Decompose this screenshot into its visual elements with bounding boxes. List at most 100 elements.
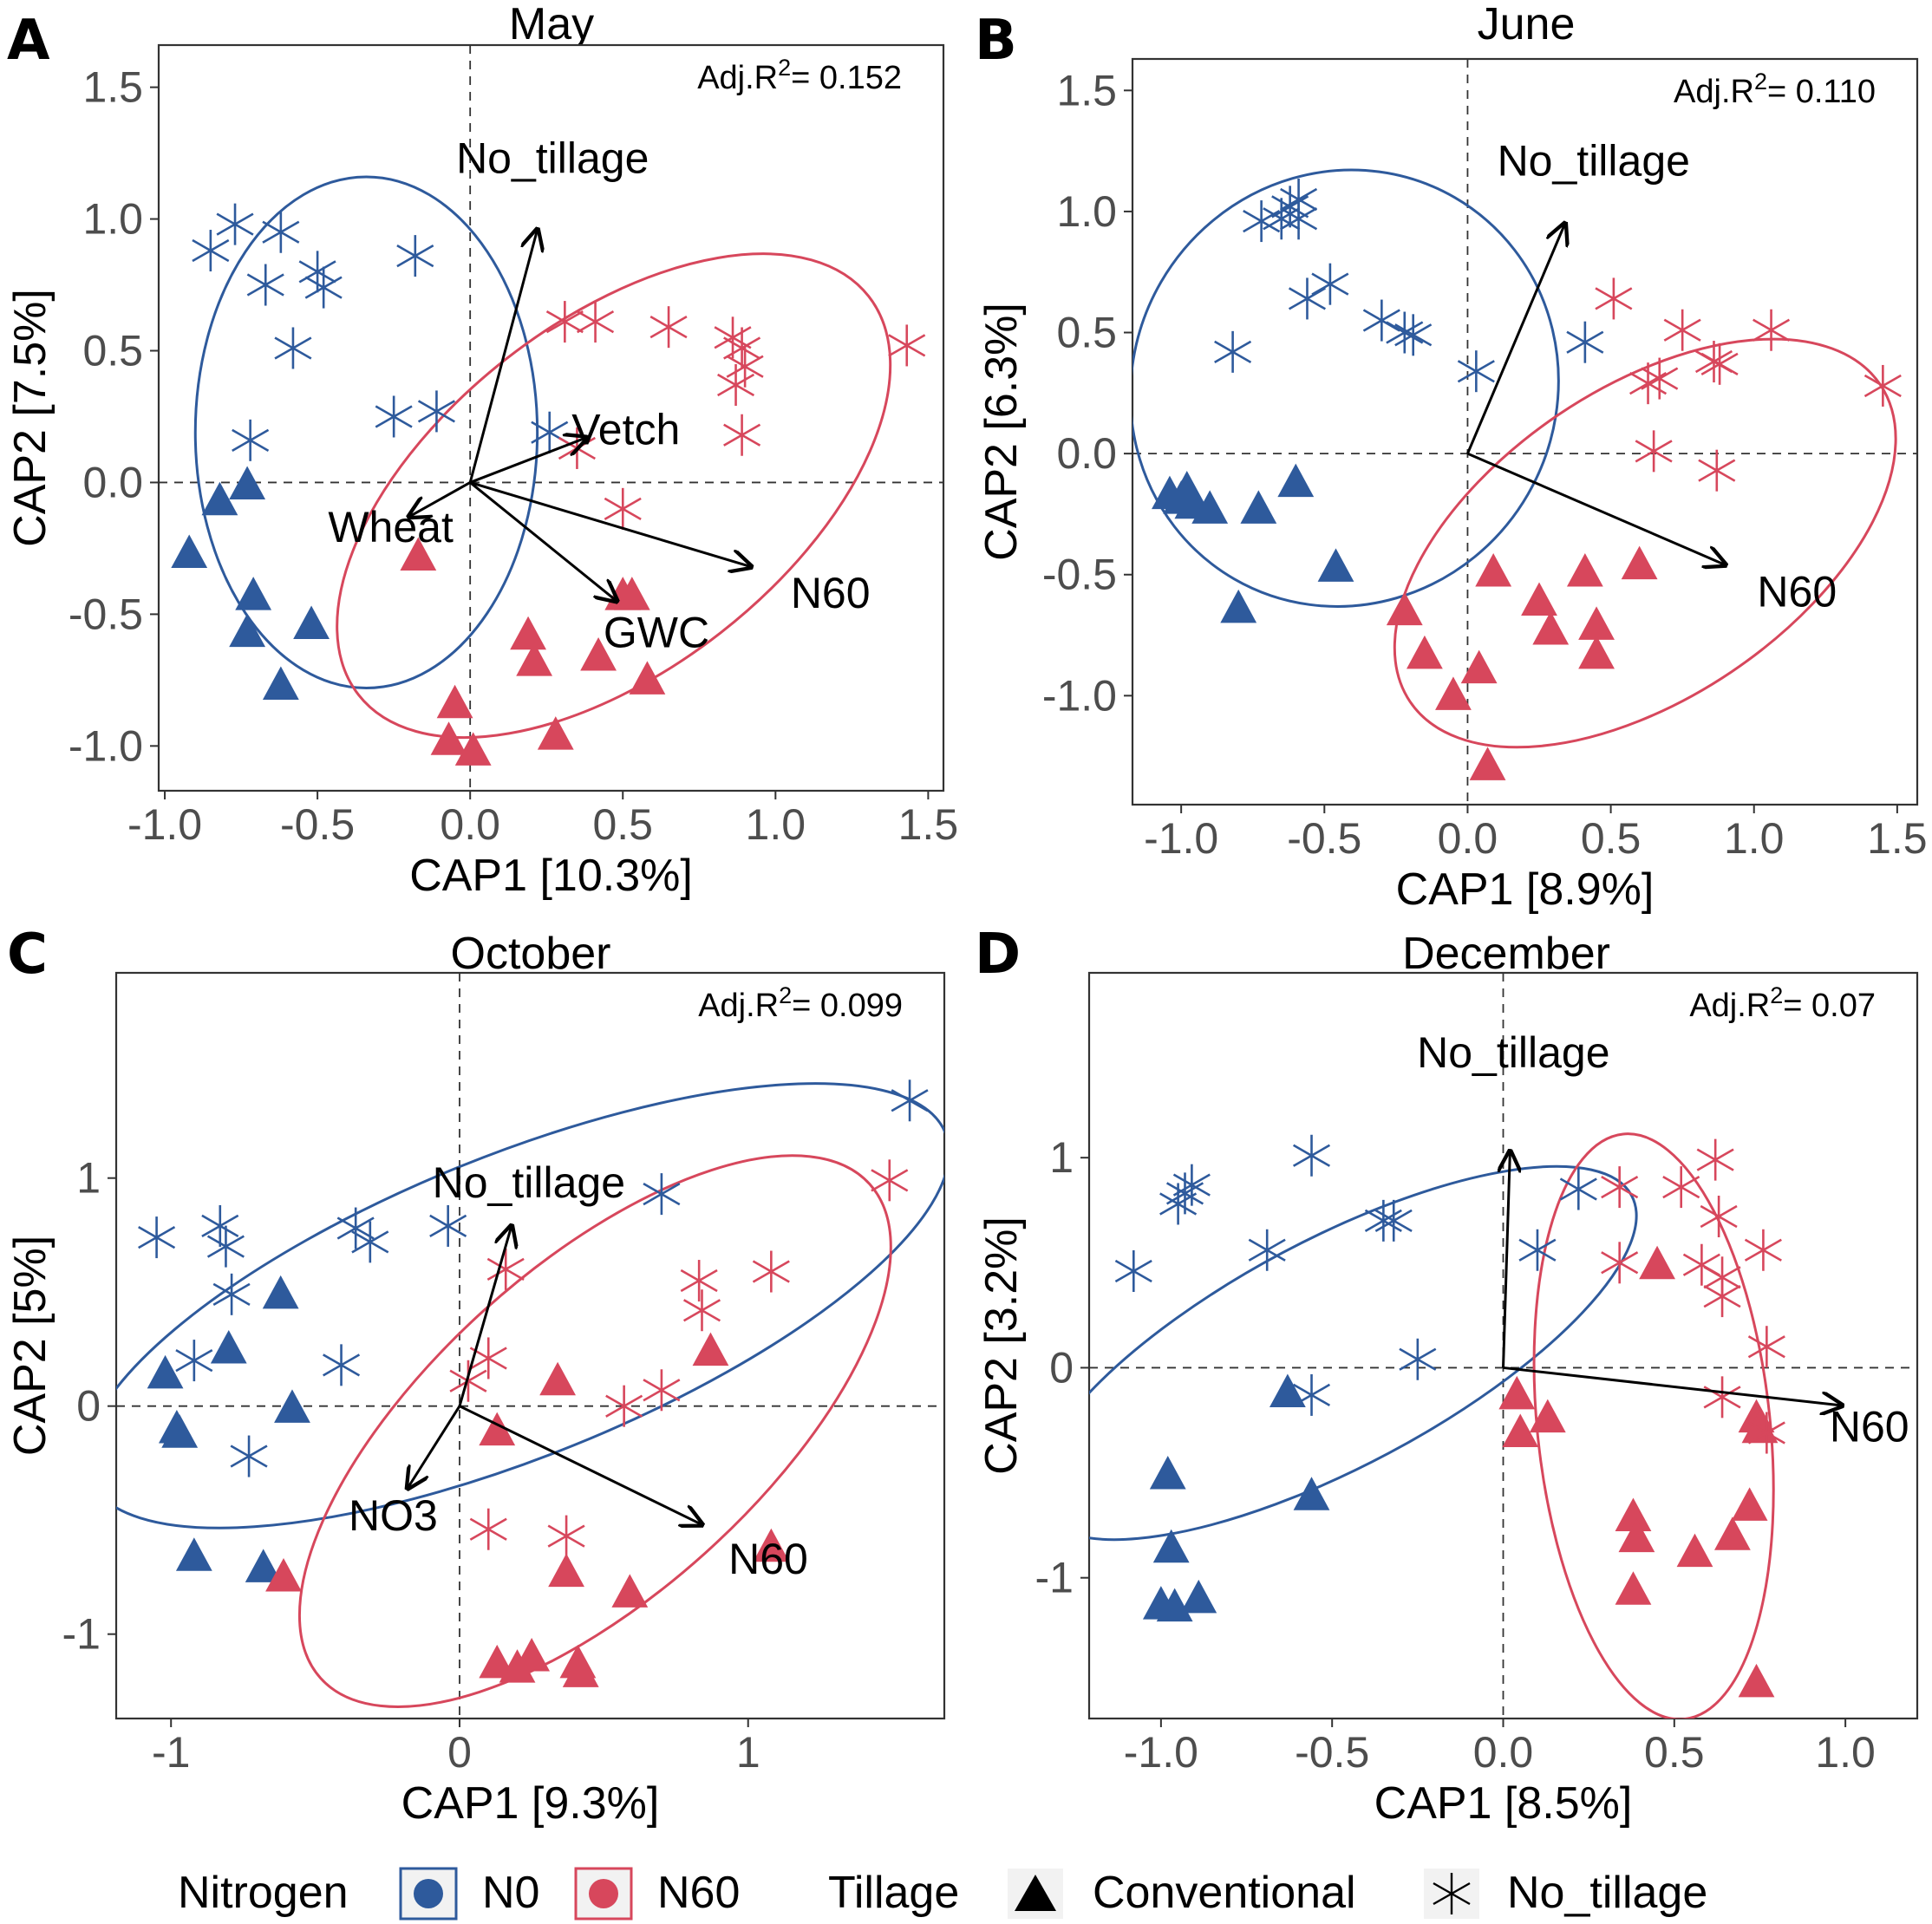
vector-label: No_tillage [1417,1028,1609,1077]
point-conventional-n0 [1156,1588,1193,1622]
point-no-tillage-n60 [1601,1242,1639,1284]
point-conventional-n60 [613,577,650,610]
point-conventional-n60 [1615,1571,1652,1605]
adj-r2-label: Adj.R2= 0.152 [697,55,902,96]
point-conventional-n0 [161,1414,199,1448]
point-no-tillage-n60 [682,1289,721,1332]
y-tick-label: -1 [62,1610,101,1659]
point-no-tillage-n60 [1601,1166,1639,1209]
point-no-tillage-n60 [545,301,584,343]
point-no-tillage-n0 [1214,330,1252,373]
panel-letter: A [7,9,50,73]
point-no-tillage-n60 [449,1360,487,1402]
point-no-tillage-n60 [752,1250,790,1293]
point-conventional-n0 [201,481,238,516]
panel-may: A May No_tillage Vetch Wheat GWC N60 Adj.R2= 0.… [5,0,959,901]
plot-content: No_tillage Vetch Wheat GWC N60 [159,45,943,791]
point-conventional-n0 [274,1389,310,1423]
plot-content: No_tillage NO3 N60 [116,973,944,1719]
point-no-tillage-n0 [1518,1229,1557,1271]
point-no-tillage-n60 [643,1369,681,1412]
y-tick-label: 0.0 [1056,429,1117,478]
point-no-tillage-n0 [1311,263,1349,305]
adj-r2-label: Adj.R2= 0.099 [698,982,903,1024]
point-conventional-n60 [1578,606,1615,640]
point-conventional-n60 [753,1528,790,1562]
point-conventional-n60 [1618,1518,1655,1553]
adj-r2-label: Adj.R2= 0.110 [1674,68,1876,110]
y-tick-label: 1.0 [1056,187,1117,236]
x-tick-label: -1 [152,1728,190,1777]
point-conventional-n0 [1220,589,1257,623]
point-conventional-n0 [229,466,266,499]
point-no-tillage-n0 [1399,1338,1437,1380]
panel-letter: B [975,9,1017,73]
y-tick-label: -1.0 [1042,671,1117,720]
point-no-tillage-n60 [1595,277,1633,320]
legend-tillage-title: Tillage [828,1868,959,1918]
adj-r2-label: Adj.R2= 0.07 [1689,982,1876,1024]
point-conventional-n60 [1566,552,1603,587]
point-conventional-n0 [175,1537,212,1571]
x-tick-label: -0.5 [1287,814,1361,863]
point-no-tillage-n0 [323,1344,361,1386]
point-no-tillage-n0 [262,211,300,253]
point-conventional-n60 [1475,552,1512,587]
panel-title: June [1478,0,1576,49]
point-no-tillage-n60 [1863,364,1902,407]
y-tick-label: -0.5 [1042,551,1117,599]
point-conventional-n60 [400,537,437,571]
legend-n60-dot [589,1879,618,1908]
legend-n0-dot [414,1879,443,1908]
point-conventional-n60 [1460,649,1498,684]
point-no-tillage-n0 [1263,198,1301,240]
point-no-tillage-n0 [429,1204,467,1247]
vector-arrow [1466,224,1564,454]
plot-area [1131,57,1919,806]
vector-label: Vetch [571,406,680,454]
vector-arrow [1504,1151,1511,1368]
panel-title: December [1402,929,1610,979]
point-no-tillage-n0 [375,395,413,438]
y-tick-label: 0.0 [82,458,143,506]
point-no-tillage-n0 [1165,1172,1204,1215]
x-tick-label: 1.5 [898,800,959,849]
x-tick-label: 1.0 [746,800,806,849]
point-conventional-n60 [479,1412,516,1446]
point-no-tillage-n60 [1700,1196,1738,1238]
point-no-tillage-n0 [1386,311,1424,354]
x-tick-label: 1.0 [1724,814,1785,863]
y-tick-label: 1 [1049,1133,1074,1182]
panel-title: October [451,929,611,979]
point-no-tillage-n60 [723,327,761,369]
y-axis-title: CAP2 [6.3%] [976,303,1027,561]
vector-label: No_tillage [1498,136,1690,185]
point-no-tillage-n0 [396,235,434,277]
point-no-tillage-n60 [888,324,926,367]
point-no-tillage-n60 [577,301,615,343]
x-tick-label: -1.0 [127,800,202,849]
point-no-tillage-n60 [1744,1229,1782,1271]
point-no-tillage-n0 [304,266,343,309]
x-tick-label: 0 [447,1728,472,1777]
vector-arrow [459,1405,702,1525]
x-axis-title: CAP1 [10.3%] [409,851,693,901]
point-conventional-n60 [1469,747,1506,780]
y-tick-label: -1.0 [69,721,143,770]
vector-label: No_tillage [433,1158,625,1207]
vector-arrow [468,230,537,483]
plot-area [114,971,946,1720]
panel-title: May [509,0,594,49]
point-conventional-n60 [1407,635,1443,669]
panel-letter: C [7,923,48,987]
point-conventional-n60 [1578,635,1615,669]
point-no-tillage-n0 [1566,321,1604,363]
x-tick-label: -1.0 [1144,814,1218,863]
point-no-tillage-n0 [417,390,455,433]
point-no-tillage-n60 [1703,1275,1741,1318]
point-conventional-n60 [1498,1375,1536,1410]
point-conventional-n0 [293,605,330,640]
point-no-tillage-n0 [351,1221,389,1263]
ellipse-n0 [193,175,539,689]
